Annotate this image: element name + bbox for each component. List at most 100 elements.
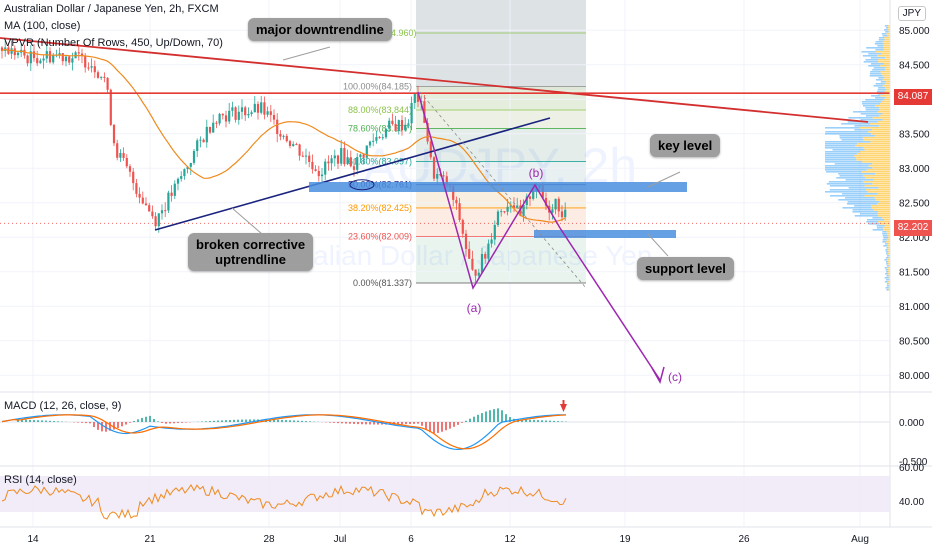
vpvr-bar-down (882, 217, 890, 219)
macd-histogram-bar (213, 420, 215, 422)
candle-body (224, 115, 228, 122)
major-downtrend-line (0, 37, 869, 123)
macd-histogram-bar (21, 419, 23, 422)
macd-histogram-bar (185, 422, 187, 423)
candle-body (64, 56, 68, 62)
vpvr-bar-up (825, 169, 867, 171)
vpvr-bar-up (825, 151, 861, 153)
macd-histogram-bar (397, 422, 399, 425)
macd-histogram-bar (225, 420, 227, 422)
vpvr-bar-up (825, 127, 860, 129)
candle-body (103, 76, 106, 78)
fib-label: 0.00%(81.337) (353, 278, 412, 288)
macd-histogram-bar (417, 422, 419, 424)
candle-body (304, 155, 308, 157)
candle-body (32, 51, 36, 59)
vpvr-bar-down (861, 171, 890, 173)
vpvr-bar-down (887, 263, 890, 265)
x-tick-label: 12 (504, 534, 516, 545)
candle-body (244, 107, 247, 116)
y-tick-label: 80.500 (899, 337, 930, 348)
candle-body (404, 124, 407, 131)
candle-body (84, 55, 87, 68)
vpvr-bar-up (841, 123, 871, 125)
candle-body (135, 183, 138, 194)
candle-body (503, 211, 506, 213)
candle-body (154, 216, 157, 227)
candle-body (272, 115, 276, 120)
vpvr-bar-up (876, 91, 885, 93)
vpvr-bar-up (826, 171, 862, 173)
candle-body (564, 209, 567, 218)
vpvr-bar-up (880, 81, 887, 83)
candle-body (308, 155, 311, 162)
vpvr-bar-up (848, 117, 873, 119)
vpvr-bar-down (886, 33, 890, 35)
rsi-line (1, 484, 567, 520)
vpvr-bar-up (829, 189, 866, 191)
vpvr-bar-down (862, 161, 890, 163)
candle-body (199, 139, 202, 141)
candle-body (42, 58, 45, 61)
candle-body (276, 119, 279, 135)
vpvr-bar-up (882, 239, 887, 241)
macd-indicator-label[interactable]: MACD (12, 26, close, 9) (4, 400, 122, 412)
macd-histogram-bar (465, 420, 467, 422)
candle-body (400, 120, 404, 131)
callout-pointer (647, 171, 681, 188)
vpvr-bar-down (882, 85, 890, 87)
vpvr-bar-down (888, 261, 890, 263)
vpvr-bar-down (875, 51, 890, 53)
vpvr-indicator-label[interactable]: VPVR (Number Of Rows, 450, Up/Down, 70) (4, 37, 223, 49)
candle-body (80, 53, 84, 56)
vpvr-bar-down (864, 195, 890, 197)
macd-histogram-bar (337, 422, 339, 424)
vpvr-bar-down (865, 189, 890, 191)
candle-body (128, 166, 132, 172)
vpvr-bar-up (865, 99, 884, 101)
ma-indicator-label[interactable]: MA (100, close) (4, 20, 81, 32)
candle-body (170, 192, 173, 196)
vpvr-bar-down (887, 267, 890, 269)
macd-histogram-bar (269, 419, 271, 422)
candle-body (151, 211, 154, 217)
candle-body (208, 126, 212, 133)
fib-zone-3 (416, 161, 586, 185)
vpvr-bar-down (882, 41, 890, 43)
candle-body (439, 174, 442, 176)
currency-button[interactable]: JPY (897, 6, 926, 21)
vpvr-bar-down (874, 135, 890, 137)
signal-line (1, 414, 567, 450)
vpvr-bar-up (868, 223, 880, 225)
macd-histogram-bar (89, 422, 91, 424)
vpvr-bar-up (829, 195, 865, 197)
candle-body (196, 140, 199, 152)
rsi-indicator-label[interactable]: RSI (14, close) (4, 474, 77, 486)
macd-histogram-bar (521, 419, 523, 422)
candle-body (228, 110, 231, 122)
candle-body (141, 197, 144, 204)
macd-histogram-bar (157, 421, 159, 422)
vpvr-bar-down (863, 181, 890, 183)
vpvr-bar-down (879, 103, 890, 105)
vpvr-bar-down (871, 205, 890, 207)
vpvr-bar-down (888, 277, 890, 279)
callout-text: key level (658, 138, 713, 153)
x-tick-label: 19 (619, 534, 631, 545)
time-highlight-zone (416, 0, 586, 90)
vpvr-bar-down (884, 69, 890, 71)
vpvr-bar-down (883, 43, 890, 45)
macd-histogram-bar (501, 410, 503, 422)
macd-histogram-bar (109, 422, 111, 431)
vpvr-bar-down (867, 191, 890, 193)
candle-body (480, 254, 484, 273)
candle-body (362, 154, 365, 158)
vpvr-bar-down (877, 121, 890, 123)
vpvr-bar-up (881, 33, 887, 35)
vpvr-bar-up (876, 225, 885, 227)
vpvr-bar-down (886, 89, 890, 91)
vpvr-bar-up (825, 157, 856, 159)
vpvr-bar-up (886, 255, 890, 257)
vpvr-bar-up (886, 283, 889, 285)
